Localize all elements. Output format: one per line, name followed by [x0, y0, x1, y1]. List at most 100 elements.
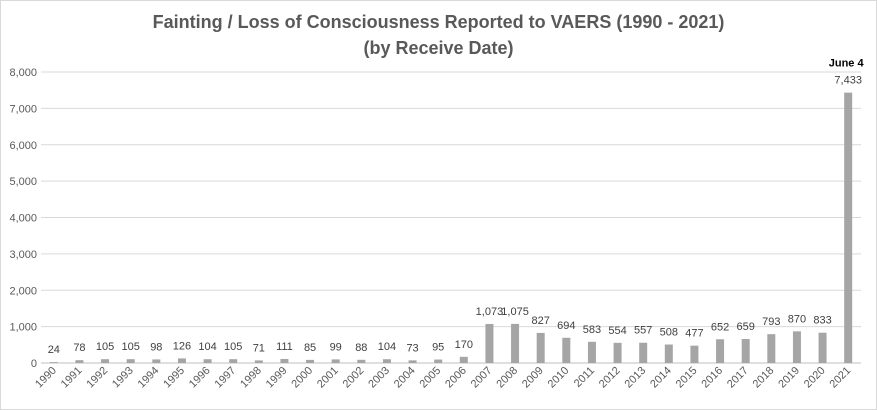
bar	[331, 359, 340, 363]
data-label: 694	[557, 320, 575, 332]
x-tick-label: 2020	[802, 365, 828, 391]
data-label: 793	[762, 316, 780, 328]
bar	[818, 332, 827, 363]
x-tick-label: 1991	[59, 365, 85, 391]
x-tick-label: 2017	[725, 365, 751, 391]
bar	[459, 356, 468, 363]
bar	[152, 359, 161, 363]
data-label: 95	[432, 342, 444, 354]
x-tick-label: 1994	[136, 365, 162, 391]
x-tick-label: 2013	[623, 365, 649, 391]
x-tick-label: 1992	[84, 365, 110, 391]
data-label: 105	[224, 341, 242, 353]
x-tick-label: 2018	[751, 365, 777, 391]
x-tick-label: 1999	[264, 365, 290, 391]
y-tick-label: 2,000	[9, 285, 37, 297]
x-tick-label: 1996	[187, 365, 213, 391]
x-tick-label: 1997	[213, 365, 239, 391]
bar	[844, 92, 853, 363]
x-tick-label: 1998	[238, 365, 264, 391]
x-tick-label: 2005	[418, 365, 444, 391]
x-tick-label: 2014	[648, 365, 674, 391]
x-tick-label: 2021	[828, 365, 854, 391]
bar	[75, 360, 84, 363]
bar	[562, 337, 571, 363]
annotation-label: June 4	[829, 58, 865, 70]
bar	[382, 359, 391, 363]
bar	[229, 359, 238, 363]
x-tick-label: 2001	[315, 365, 341, 391]
data-label: 833	[813, 315, 831, 327]
data-label: 508	[660, 327, 678, 339]
bar	[203, 359, 212, 363]
data-label: 1,073	[476, 306, 504, 318]
data-label: 477	[685, 328, 703, 340]
data-label: 659	[737, 321, 755, 333]
x-tick-label: 2006	[443, 365, 469, 391]
x-tick-label: 1993	[110, 365, 136, 391]
bar	[587, 341, 596, 363]
y-tick-label: 1,000	[9, 322, 37, 334]
chart-title-block: Fainting / Loss of Consciousness Reporte…	[1, 9, 876, 61]
x-tick-label: 2010	[546, 365, 572, 391]
data-label: 170	[455, 339, 473, 351]
bar	[306, 359, 315, 363]
data-label: 652	[711, 321, 729, 333]
data-label: 78	[73, 342, 85, 354]
x-tick-label: 2007	[469, 365, 495, 391]
y-tick-label: 3,000	[9, 249, 37, 261]
chart-title: Fainting / Loss of Consciousness Reporte…	[152, 12, 725, 32]
x-tick-label: 2019	[776, 365, 802, 391]
bar	[767, 334, 776, 363]
data-label: 104	[198, 341, 216, 353]
data-label: 104	[378, 341, 396, 353]
bar	[690, 345, 699, 363]
bar	[664, 344, 673, 363]
y-tick-label: 7,000	[9, 103, 37, 115]
x-tick-label: 2002	[341, 365, 367, 391]
y-tick-label: 6,000	[9, 140, 37, 152]
data-label: 554	[608, 325, 626, 337]
data-label: 73	[406, 342, 418, 354]
x-tick-label: 2008	[494, 365, 520, 391]
chart-subtitle: (by Receive Date)	[363, 38, 514, 58]
bar	[485, 323, 494, 363]
bar	[280, 358, 289, 363]
y-tick-label: 0	[31, 358, 37, 370]
y-tick-label: 4,000	[9, 213, 37, 225]
y-tick-label: 5,000	[9, 176, 37, 188]
x-tick-label: 2004	[392, 365, 418, 391]
bar	[613, 342, 622, 363]
bar	[639, 342, 648, 363]
data-label: 870	[788, 313, 806, 325]
x-tick-label: 2016	[699, 365, 725, 391]
data-label: 105	[96, 341, 114, 353]
data-label: 98	[150, 341, 162, 353]
bar	[126, 359, 135, 363]
data-label: 71	[253, 342, 265, 354]
bar	[792, 331, 801, 363]
x-tick-label: 2015	[674, 365, 700, 391]
bar	[741, 339, 750, 363]
bar	[101, 359, 110, 363]
x-tick-label: 2009	[520, 365, 546, 391]
bar	[716, 339, 725, 363]
data-label: 1,075	[501, 306, 529, 318]
data-label: 557	[634, 325, 652, 337]
data-label: 583	[583, 324, 601, 336]
bar	[357, 359, 366, 363]
bar	[408, 360, 417, 363]
data-label: 99	[330, 341, 342, 353]
x-tick-label: 2012	[597, 365, 623, 391]
bar	[434, 359, 443, 363]
x-tick-label: 2011	[572, 365, 597, 390]
x-tick-label: 2003	[366, 365, 392, 391]
data-label: 105	[122, 341, 140, 353]
bar	[177, 358, 186, 363]
data-label: 24	[48, 344, 60, 356]
data-label: 827	[532, 315, 550, 327]
data-label: 111	[276, 341, 293, 353]
bar	[536, 332, 545, 363]
